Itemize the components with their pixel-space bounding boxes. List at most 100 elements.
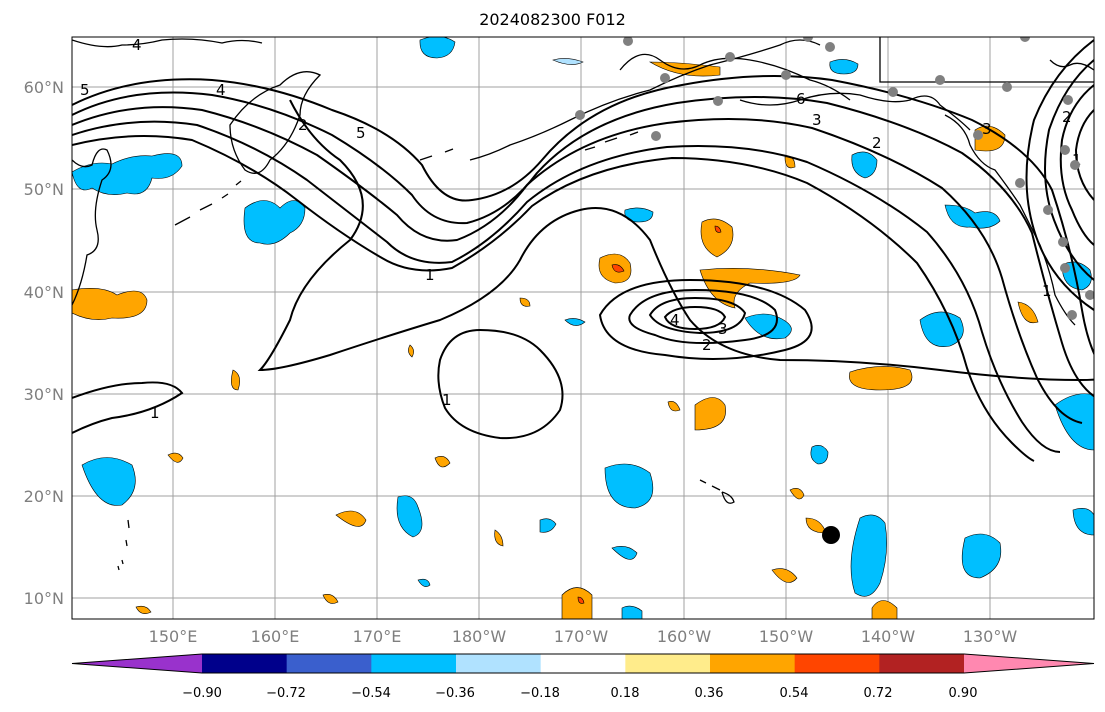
- station-dot: [1058, 237, 1068, 247]
- contour-label: 5: [356, 124, 366, 142]
- colorbar-segment: [456, 654, 542, 673]
- coastline-canada-north: [879, 37, 1094, 83]
- lat-label: 50°N: [24, 180, 64, 199]
- colorbar-segment: [879, 654, 965, 673]
- coastline-alaska: [469, 39, 821, 161]
- colorbar-outline: [71, 653, 1095, 674]
- negative-anomaly-area: [919, 311, 964, 347]
- coastline-western-alaska: [619, 53, 851, 101]
- contour-line: [1074, 109, 1094, 201]
- negative-anomaly-area: [419, 37, 456, 59]
- positive-anomaly-area: [408, 344, 414, 358]
- longitude-labels: 150°E 160°E 170°E 180°W 170°W 160°W 150°…: [149, 627, 1018, 646]
- colorbar-segment: [794, 654, 880, 673]
- lon-label: 160°W: [657, 627, 712, 646]
- negative-anomaly-area: [243, 200, 306, 245]
- lat-label: 40°N: [24, 283, 64, 302]
- contour-line: [437, 328, 564, 440]
- coastline-aleutians: [419, 131, 639, 161]
- positive-anomaly-area: [699, 268, 801, 309]
- lon-label: 150°E: [149, 627, 198, 646]
- contour-line: [648, 296, 747, 335]
- colorbar-tick-label: 0.36: [695, 686, 724, 701]
- colorbar-segment: [286, 654, 372, 673]
- positive-anomaly-area: [849, 366, 913, 391]
- positive-anomaly-area: [231, 369, 240, 391]
- contour-line: [257, 99, 1094, 382]
- contour-label: 4: [132, 36, 142, 54]
- positive-anomaly-area: [335, 510, 367, 527]
- colorbar-extend-min: [72, 654, 202, 673]
- lon-label: 150°W: [759, 627, 814, 646]
- contour-label: 5: [80, 81, 90, 99]
- shaded-anomalies: [72, 37, 1094, 619]
- station-dot: [1070, 160, 1080, 170]
- positive-anomaly-area: [322, 594, 339, 604]
- colorbar-tick-label: 0.72: [864, 686, 893, 701]
- lon-label: 170°E: [353, 627, 402, 646]
- station-dot: [651, 131, 661, 141]
- coastline-kuril-islands: [174, 180, 242, 226]
- map-title: 2024082300 F012: [479, 10, 626, 29]
- map-frame: [71, 36, 1095, 620]
- contour-line: [72, 381, 184, 434]
- positive-anomaly-area: [771, 568, 798, 583]
- contour-line: [1044, 59, 1094, 281]
- positive-anomaly-area: [72, 288, 148, 320]
- contour-line: [72, 106, 1083, 424]
- colorbar-segment: [710, 654, 796, 673]
- station-dot: [1060, 263, 1070, 273]
- station-dot: [1043, 205, 1053, 215]
- station-dot: [713, 96, 723, 106]
- colorbar-tick-label: −0.54: [351, 686, 391, 701]
- negative-anomaly-area: [961, 533, 1002, 579]
- colorbar-segment: [540, 654, 626, 673]
- positive-anomaly-area: [494, 529, 504, 547]
- contour-lines: [72, 39, 1094, 462]
- negative-anomaly-area: [72, 153, 183, 195]
- contour-label: 2: [872, 134, 882, 152]
- negative-anomaly-area: [1072, 508, 1094, 536]
- station-dot: [825, 42, 835, 52]
- station-dot: [1085, 290, 1094, 300]
- contour-line: [72, 91, 1094, 398]
- colorbar-tick-labels: −0.90 −0.72 −0.54 −0.36 −0.18 0.18 0.36 …: [182, 686, 977, 701]
- colorbar-tick-label: 0.54: [780, 686, 809, 701]
- positive-anomaly-area: [561, 587, 593, 619]
- positive-anomaly-area: [789, 488, 805, 500]
- station-dot: [725, 52, 735, 62]
- contour-line: [72, 135, 1035, 462]
- negative-anomaly-area: [611, 546, 638, 560]
- contour-label: 3: [718, 320, 728, 338]
- contour-line: [1059, 84, 1094, 246]
- negative-anomaly-area: [81, 457, 136, 506]
- negative-anomaly-area: [810, 445, 829, 465]
- contour-label: 1: [1072, 151, 1082, 169]
- lon-label: 170°W: [554, 627, 609, 646]
- station-dot: [623, 37, 633, 46]
- negative-anomaly-area: [1054, 393, 1094, 451]
- positive-anomaly-area: [167, 452, 184, 463]
- lon-label: 160°E: [251, 627, 300, 646]
- contour-label: 6: [796, 90, 806, 108]
- station-dot: [1063, 95, 1073, 105]
- lat-label: 10°N: [24, 589, 64, 608]
- coastline-north-russia: [72, 38, 263, 48]
- station-dot: [935, 75, 945, 85]
- negative-anomaly-area: [604, 463, 654, 509]
- contour-label: 2: [1062, 108, 1072, 126]
- strong-positive-core: [611, 264, 625, 273]
- lon-label: 180°W: [452, 627, 507, 646]
- contour-line: [1025, 39, 1094, 311]
- storm-center-marker: [822, 526, 840, 544]
- negative-anomaly-area: [396, 495, 423, 538]
- station-dot: [888, 87, 898, 97]
- colorbar-extend-max: [964, 654, 1094, 673]
- lon-label: 140°W: [861, 627, 916, 646]
- station-dot: [575, 110, 585, 120]
- colorbar-segment: [371, 654, 457, 673]
- contour-line: [72, 75, 1094, 356]
- colorbar-tick-label: 0.18: [611, 686, 640, 701]
- lat-label: 30°N: [24, 385, 64, 404]
